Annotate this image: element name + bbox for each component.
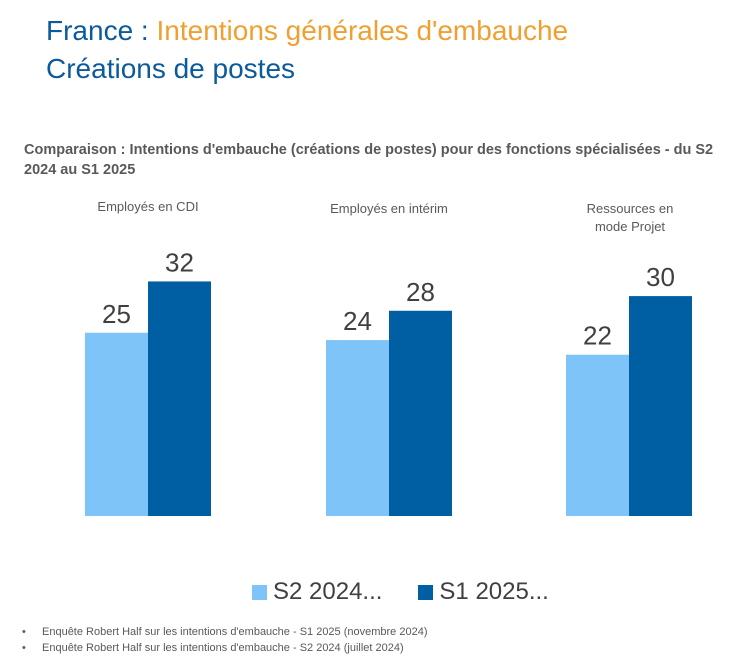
data-label: 32 (165, 247, 194, 277)
category-label: Ressources en mode Projet (586, 201, 674, 234)
page-title: France : Intentions générales d'embauche (46, 14, 568, 48)
source-note: Enquête Robert Half sur les intentions d… (22, 624, 428, 640)
data-label: 25 (102, 299, 131, 329)
category-label: Employés en intérim (330, 201, 448, 216)
category-label: Employés en CDI (97, 199, 199, 214)
title-accent: Intentions générales d'embauche (156, 15, 569, 46)
bar (566, 354, 629, 516)
legend-swatch (418, 584, 434, 600)
data-label: 30 (646, 262, 675, 292)
data-label: 22 (583, 321, 612, 351)
source-notes: Enquête Robert Half sur les intentions d… (22, 624, 428, 654)
data-label: 28 (406, 277, 435, 307)
bar (389, 310, 452, 516)
data-label: 24 (343, 306, 372, 336)
legend-swatch (252, 584, 267, 600)
page-subtitle: Créations de postes (46, 53, 296, 84)
bar (148, 281, 211, 516)
legend-label: S1 2025... (439, 578, 549, 605)
legend: S2 2024... S1 2025... (252, 578, 549, 606)
bar (629, 296, 692, 516)
source-note: Enquête Robert Half sur les intentions d… (22, 640, 428, 654)
legend-label: S2 2024... (273, 578, 383, 605)
title-prefix: France : (46, 15, 157, 46)
chart-title: Comparaison : Intentions d'embauche (cré… (24, 142, 714, 178)
bar (326, 340, 389, 516)
bar (85, 332, 148, 516)
